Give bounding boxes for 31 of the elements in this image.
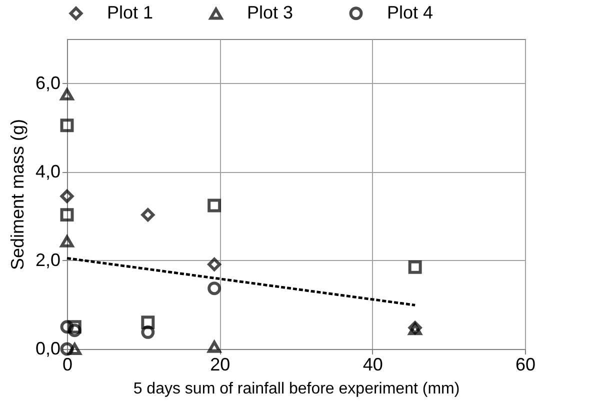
point: [68, 324, 82, 338]
legend-label: Plot 1: [107, 2, 154, 22]
point: [60, 320, 74, 334]
point: [408, 260, 422, 274]
y-tick-label: 2,0: [35, 250, 60, 270]
point: [141, 208, 155, 222]
x-tick-label: 0: [62, 354, 73, 374]
legend-label: Plot 3: [247, 2, 294, 23]
x-axis-title: 5 days sum of rainfall before experiment (mm): [133, 380, 460, 398]
point: [60, 118, 74, 132]
legend-label: Plot 4: [387, 2, 434, 22]
x-tick-label: 60: [515, 354, 536, 374]
point: [141, 316, 155, 330]
point: [141, 325, 155, 339]
point: [60, 208, 74, 222]
y-tick-label: 4,0: [35, 161, 60, 182]
point: [60, 235, 74, 248]
point: [208, 340, 222, 353]
point: [68, 320, 82, 334]
point: [60, 88, 74, 100]
point: [60, 342, 74, 356]
y-tick-label: 0,0: [35, 338, 60, 358]
point: [208, 198, 222, 212]
y-axis-title: Sediment mass (g): [7, 118, 28, 270]
point: [208, 282, 222, 296]
point: [208, 258, 222, 272]
x-tick-label: 40: [362, 354, 383, 374]
x-tick-label: 20: [210, 354, 230, 374]
point: [68, 342, 82, 356]
y-tick-label: 6,0: [35, 72, 60, 93]
point: [60, 189, 74, 203]
